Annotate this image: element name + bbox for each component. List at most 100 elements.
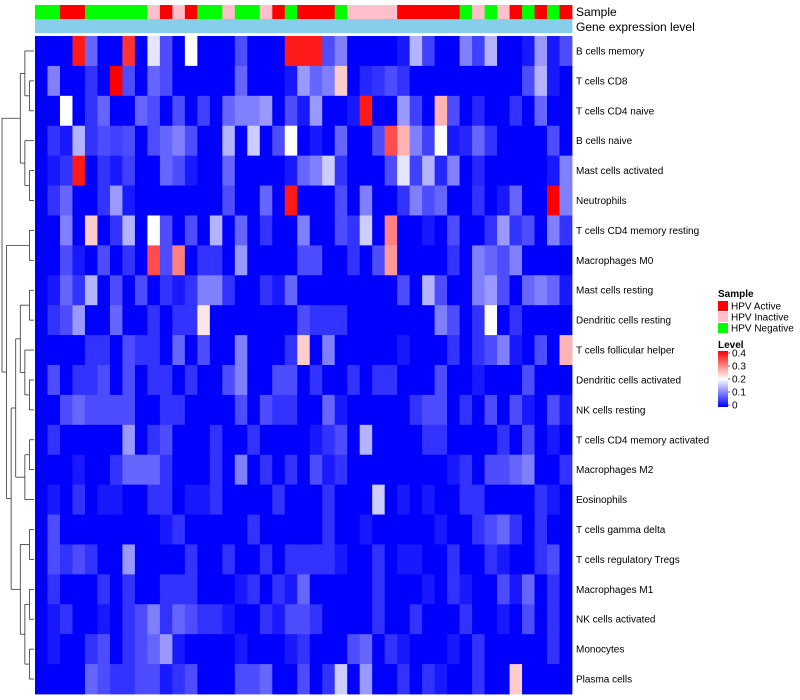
heatmap-cell — [484, 664, 498, 695]
heatmap-cell — [184, 155, 198, 186]
heatmap-cell — [459, 574, 473, 605]
heatmap-cell — [172, 335, 186, 366]
heatmap-cell — [184, 65, 198, 97]
heatmap-cell — [134, 65, 148, 97]
heatmap-cell — [122, 544, 136, 575]
heatmap-cell — [47, 335, 61, 366]
heatmap-cell — [347, 245, 361, 276]
sample-annotation-cell — [447, 5, 461, 19]
row-dendrogram — [1, 50, 34, 680]
expression-annotation-cell — [547, 19, 560, 33]
heatmap-cell — [122, 634, 136, 665]
heatmap-cell — [409, 634, 423, 665]
sample-annotation-cell — [272, 5, 286, 19]
heatmap-cell — [459, 454, 473, 486]
heatmap-cell — [197, 275, 211, 306]
sample-annotation-cell — [397, 5, 411, 19]
expression-track-label: Gene expression level — [576, 20, 695, 34]
heatmap-cell — [497, 65, 510, 97]
heatmap-cell — [372, 65, 386, 97]
heatmap-cell — [334, 65, 348, 97]
heatmap-cell — [372, 335, 386, 366]
heatmap-cell — [384, 65, 398, 97]
heatmap-cell — [334, 424, 348, 456]
heatmap-cell — [397, 36, 411, 67]
heatmap-cell — [122, 664, 136, 695]
heatmap-cell — [47, 36, 61, 67]
heatmap-cell — [97, 484, 111, 515]
heatmap-cell — [47, 664, 61, 695]
heatmap-cell — [497, 125, 510, 157]
heatmap-cell — [434, 394, 448, 426]
heatmap-cell — [59, 185, 73, 216]
heatmap-cell — [134, 634, 148, 665]
heatmap-cell — [109, 36, 123, 67]
heatmap-cell — [222, 36, 236, 67]
heatmap-cell — [484, 424, 498, 456]
heatmap-cell — [284, 215, 298, 246]
heatmap-cell — [384, 574, 398, 605]
heatmap-cell — [122, 65, 136, 97]
heatmap-cell — [372, 544, 386, 575]
expression-annotation-cell — [184, 19, 198, 33]
heatmap-cell — [184, 664, 198, 695]
expression-annotation-cell — [459, 19, 473, 33]
heatmap-cell — [109, 185, 123, 216]
heatmap-cell — [322, 454, 336, 486]
heatmap-cell — [484, 394, 498, 426]
heatmap-cell — [35, 36, 48, 67]
heatmap-cell — [522, 245, 535, 276]
heatmap-cell — [359, 634, 373, 665]
heatmap-cell — [334, 514, 348, 545]
heatmap-cell — [297, 215, 311, 246]
heatmap-cell — [334, 335, 348, 366]
expression-annotation-cell — [247, 19, 261, 33]
heatmap-cell — [59, 245, 73, 276]
heatmap-cell — [559, 664, 573, 695]
heatmap-cell — [484, 65, 498, 97]
heatmap-cell — [547, 514, 560, 545]
expression-annotation-cell — [35, 19, 48, 33]
heatmap-cell — [147, 634, 161, 665]
heatmap-cell — [534, 634, 548, 665]
heatmap-cell — [397, 664, 411, 695]
heatmap-cell — [309, 604, 323, 635]
heatmap-cell — [247, 335, 261, 366]
heatmap-cell — [35, 574, 48, 605]
heatmap-cell — [372, 424, 386, 456]
sample-annotation-cell — [422, 5, 436, 19]
heatmap-cell — [434, 604, 448, 635]
heatmap-cell — [297, 604, 311, 635]
heatmap-cell — [322, 36, 336, 67]
heatmap-cell — [384, 394, 398, 426]
heatmap-cell — [272, 544, 286, 575]
heatmap-cell — [434, 454, 448, 486]
heatmap-cell — [472, 125, 485, 157]
heatmap-cell — [397, 275, 411, 306]
expression-annotation-cell — [384, 19, 398, 33]
heatmap-cell — [372, 394, 386, 426]
heatmap-cell — [234, 514, 248, 545]
heatmap-cell — [259, 604, 273, 635]
heatmap-cell — [47, 484, 61, 515]
heatmap-cell — [372, 484, 386, 515]
heatmap-cell — [247, 424, 261, 456]
expression-annotation-cell — [72, 19, 86, 33]
heatmap-cell — [384, 125, 398, 157]
heatmap-cell — [509, 514, 523, 545]
heatmap-cell — [334, 394, 348, 426]
heatmap-cell — [384, 365, 398, 396]
heatmap-cell — [484, 275, 498, 306]
heatmap-cell — [59, 215, 73, 246]
heatmap-cell — [35, 454, 48, 486]
heatmap-cell — [247, 664, 261, 695]
heatmap-cell — [59, 335, 73, 366]
heatmap-cell — [384, 484, 398, 515]
heatmap-cell — [484, 365, 498, 396]
heatmap-cell — [309, 365, 323, 396]
heatmap-cell — [272, 424, 286, 456]
heatmap-cell — [59, 305, 73, 336]
heatmap-cell — [272, 335, 286, 366]
heatmap-cell — [247, 275, 261, 306]
heatmap-cell — [84, 305, 98, 336]
